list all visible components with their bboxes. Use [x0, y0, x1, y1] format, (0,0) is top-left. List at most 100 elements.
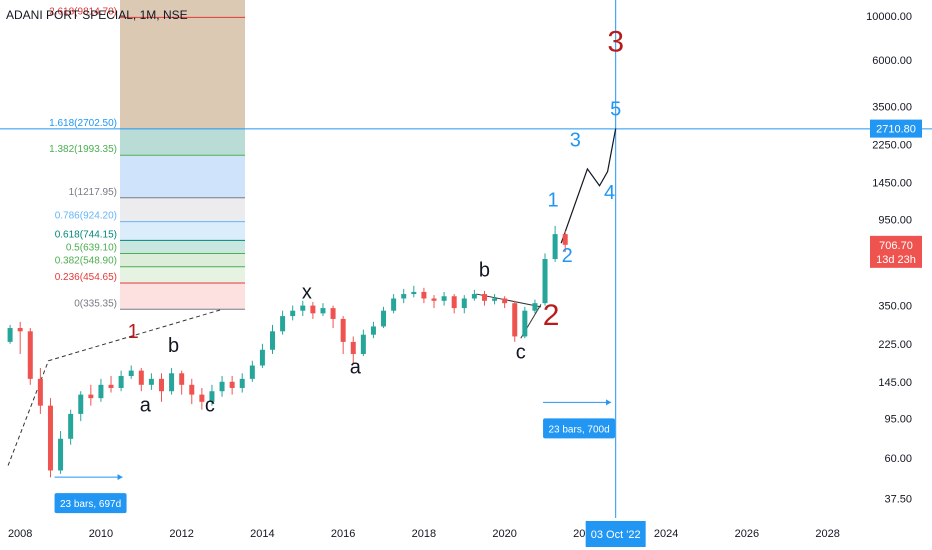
- trend-line: [48, 308, 223, 362]
- fib-zone: [120, 0, 245, 129]
- candle-body: [381, 310, 387, 327]
- candle-body: [360, 334, 366, 354]
- candle-body: [209, 391, 215, 402]
- candle-body: [58, 438, 64, 471]
- candle-body: [229, 381, 235, 388]
- x-tick-label: 2020: [492, 528, 516, 540]
- wave-label: b: [479, 260, 490, 282]
- elliott-wave-labels: 3 5 3 4 1 2 2 b c x a 1 b a c: [128, 26, 624, 417]
- candle-body: [451, 296, 457, 309]
- wave-label: 2: [543, 299, 560, 332]
- price-marker-countdown: 13d 23h: [876, 254, 916, 266]
- candle-body: [219, 381, 225, 392]
- candle-body: [249, 365, 255, 379]
- wave-label: 3: [570, 130, 581, 152]
- y-tick-label: 6000.00: [872, 55, 912, 67]
- time-axis[interactable]: 2008 2010 2012 2014 2016 2018 2020 2022 2024 2026…: [8, 521, 840, 547]
- candle-body: [179, 373, 185, 385]
- candle-body: [280, 316, 286, 332]
- fibonacci-retracement-tool[interactable]: 2.618(9814.70) 1.618(2702.50) 1.382(1993.3…: [0, 0, 932, 310]
- y-tick-label: 3500.00: [872, 102, 912, 114]
- measure-arrowhead: [117, 474, 123, 481]
- y-tick-label: 37.50: [884, 494, 912, 506]
- candle-body: [502, 298, 508, 304]
- wave-label: 2: [562, 245, 573, 267]
- candle-body: [411, 291, 417, 295]
- wave-label: a: [140, 394, 152, 416]
- fib-level-label: 0.236(454.65): [55, 272, 117, 283]
- measure-box: [543, 418, 616, 439]
- candle-body: [471, 294, 477, 299]
- y-tick-label: 95.00: [884, 413, 912, 425]
- candle-body: [522, 310, 528, 337]
- wave-label: c: [516, 341, 526, 363]
- x-tick-label: 2028: [815, 528, 839, 540]
- candle-body: [552, 234, 558, 259]
- bar-measure-tools[interactable]: 23 bars, 697d 23 bars, 700d: [54, 399, 616, 514]
- trend-line: [476, 293, 542, 308]
- trend-lines[interactable]: [7, 128, 617, 466]
- candle-body: [512, 303, 518, 337]
- candle-body: [27, 331, 33, 379]
- candle-body: [17, 328, 23, 332]
- wave-label: 4: [604, 182, 615, 204]
- y-tick-label: 145.00: [878, 377, 912, 389]
- measure-label: 23 bars, 700d: [548, 424, 609, 435]
- fib-zone: [120, 155, 245, 198]
- candle-body: [481, 294, 487, 301]
- measure-box: [54, 493, 127, 514]
- candlestick-series: [7, 225, 568, 478]
- candle-body: [532, 303, 538, 311]
- y-tick-label: 2250.00: [872, 140, 912, 152]
- candle-body: [68, 413, 74, 439]
- x-tick-label: 2018: [412, 528, 436, 540]
- candle-body: [199, 394, 205, 402]
- wave-label: 3: [607, 26, 624, 59]
- trend-line: [7, 360, 49, 466]
- wave-label: a: [350, 356, 362, 378]
- wave-projection-path: [560, 128, 617, 244]
- price-marker: [870, 119, 922, 138]
- date-marker-label: 03 Oct '22: [591, 529, 641, 541]
- measure-arrowhead: [606, 399, 612, 406]
- wave-label: 5: [610, 99, 621, 121]
- candle-body: [148, 378, 154, 385]
- fib-zone: [120, 221, 245, 241]
- candle-body: [47, 405, 53, 471]
- fib-level-label: 0.382(548.90): [55, 256, 117, 267]
- candle-body: [88, 394, 94, 399]
- candle-body: [300, 305, 306, 311]
- candle-body: [542, 259, 548, 304]
- candle-body: [138, 370, 144, 385]
- fib-level-label: 0(335.35): [74, 298, 117, 309]
- candle-body: [461, 298, 467, 309]
- candle-body: [431, 298, 437, 301]
- candle-body: [158, 378, 164, 392]
- fib-level-label: 0.618(744.15): [55, 229, 117, 240]
- x-tick-label: 2026: [735, 528, 759, 540]
- candle-body: [391, 298, 397, 311]
- candle-body: [98, 384, 104, 399]
- fib-level-label: 0.5(639.10): [66, 243, 117, 254]
- candle-body: [441, 296, 447, 301]
- fib-zone: [120, 128, 245, 156]
- wave-label: b: [168, 335, 179, 357]
- candle-body: [320, 308, 326, 314]
- fib-zone: [120, 240, 245, 254]
- candle-body: [78, 394, 84, 414]
- price-marker: [870, 235, 922, 268]
- candle-body: [118, 376, 124, 388]
- y-tick-label: 950.00: [878, 214, 912, 226]
- candle-body: [421, 291, 427, 299]
- candle-body: [128, 370, 134, 377]
- y-tick-label: 350.00: [878, 301, 912, 313]
- fib-zone: [120, 253, 245, 267]
- fib-zone: [120, 197, 245, 222]
- candle-body: [189, 384, 195, 395]
- candle-body: [259, 349, 265, 366]
- wave-label: 1: [548, 190, 559, 212]
- price-axis[interactable]: 10000.00 6000.00 3500.00 2250.00 1450.00 950.…: [866, 11, 922, 506]
- candle-body: [340, 318, 346, 342]
- candle-body: [108, 384, 114, 388]
